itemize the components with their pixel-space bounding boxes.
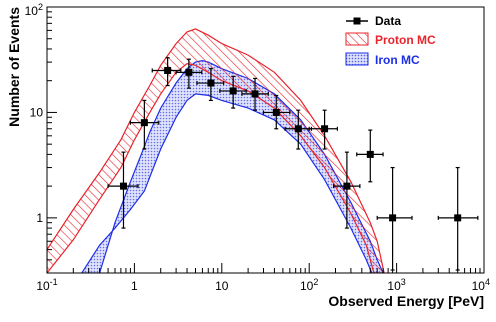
iron-mc-band xyxy=(81,59,384,273)
data-marker xyxy=(229,87,237,95)
plot-frame xyxy=(46,6,485,274)
legend-entry-proton: Proton MC xyxy=(345,32,436,47)
data-marker xyxy=(185,68,193,76)
x-tick-label: 10-1 xyxy=(36,277,57,293)
legend-proton-swatch xyxy=(345,32,369,46)
x-axis-title: Observed Energy [PeV] xyxy=(328,293,484,309)
legend: Data Proton MC Iron MC xyxy=(345,14,436,67)
data-point xyxy=(175,58,203,89)
data-marker xyxy=(140,119,148,127)
data-point xyxy=(107,151,139,229)
data-marker xyxy=(207,79,215,87)
data-point xyxy=(356,129,384,183)
legend-label-data: Data xyxy=(375,14,401,28)
data-marker xyxy=(272,108,280,116)
axis-ticks xyxy=(46,6,485,274)
y-tick-label: 10 xyxy=(30,105,44,119)
data-marker xyxy=(454,214,462,222)
legend-entry-data: Data xyxy=(346,14,401,28)
legend-iron-swatch xyxy=(345,52,369,66)
x-tick-label: 104 xyxy=(472,277,490,293)
data-point xyxy=(332,151,361,229)
legend-label-iron: Iron MC xyxy=(375,53,420,67)
proton-mc-band xyxy=(47,28,385,273)
data-marker xyxy=(343,182,351,190)
x-tick-label: 1 xyxy=(131,279,138,293)
y-tick-label: 102 xyxy=(25,2,43,18)
data-marker xyxy=(164,66,172,74)
data-marker xyxy=(366,150,374,158)
data-point xyxy=(284,109,313,150)
data-point xyxy=(376,166,413,271)
legend-label-proton: Proton MC xyxy=(375,33,436,47)
data-point xyxy=(308,109,338,150)
data-point xyxy=(129,99,160,150)
legend-entry-iron: Iron MC xyxy=(345,52,420,67)
data-marker xyxy=(321,125,329,133)
mc-bands xyxy=(47,28,385,273)
y-axis-title: Number of Events xyxy=(6,7,22,127)
data-point xyxy=(262,94,291,130)
data-point xyxy=(219,75,247,109)
x-tick-label: 103 xyxy=(387,277,405,293)
data-marker xyxy=(251,90,259,98)
y-tick-label: 1 xyxy=(36,211,43,225)
x-tick-labels: 10-1 1 10 102 103 104 xyxy=(36,277,490,293)
data-point xyxy=(437,166,479,271)
data-point xyxy=(196,68,225,102)
data-marker xyxy=(389,214,397,222)
data-marker xyxy=(119,182,127,190)
data-point xyxy=(241,77,269,111)
y-tick-labels: 1 10 102 xyxy=(25,2,44,225)
data-series xyxy=(107,57,479,271)
legend-data-marker xyxy=(353,17,361,25)
x-tick-label: 102 xyxy=(300,277,318,293)
x-tick-label: 10 xyxy=(215,279,229,293)
data-marker xyxy=(294,125,302,133)
